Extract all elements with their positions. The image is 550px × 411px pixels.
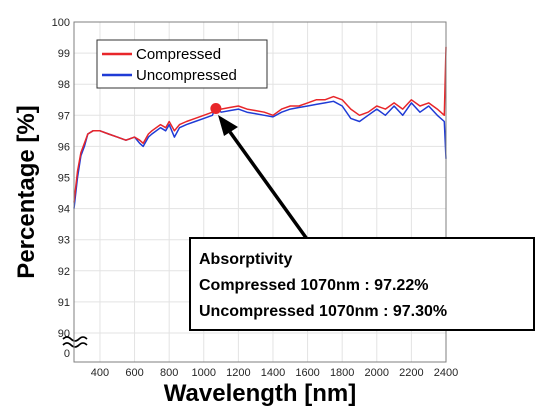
y-tick-label-zero: 0 xyxy=(64,348,70,360)
x-tick-label: 1600 xyxy=(295,367,319,379)
x-tick-label: 800 xyxy=(160,367,178,379)
legend: Compressed Uncompressed xyxy=(96,39,268,89)
y-tick-label: 96 xyxy=(58,141,70,153)
x-tick-label: 1200 xyxy=(226,367,250,379)
y-tick-label: 91 xyxy=(58,297,70,309)
y-tick-label: 94 xyxy=(58,204,70,216)
annotation-title: Absorptivity xyxy=(199,251,292,268)
legend-label-compressed: Compressed xyxy=(136,46,221,63)
x-tick-label: 600 xyxy=(125,367,143,379)
x-axis-title: Wavelength [nm] xyxy=(164,380,356,407)
legend-label-uncompressed: Uncompressed xyxy=(136,67,237,84)
x-tick-label: 1400 xyxy=(261,367,285,379)
y-axis-title: Percentage [%] xyxy=(13,105,40,278)
x-tick-label: 2000 xyxy=(365,367,389,379)
x-tick-label: 2400 xyxy=(434,367,458,379)
x-tick-label: 400 xyxy=(91,367,109,379)
plot-frame xyxy=(73,21,447,363)
x-tick-label: 1800 xyxy=(330,367,354,379)
y-tick-label: 97 xyxy=(58,110,70,122)
series-lines xyxy=(73,46,447,209)
axis-break-symbol xyxy=(62,336,88,348)
annotation-arrow xyxy=(218,115,314,248)
annotation-box: Absorptivity Compressed 1070nm : 97.22% … xyxy=(189,237,535,331)
y-tick-label: 93 xyxy=(58,235,70,247)
x-tick-label: 1000 xyxy=(192,367,216,379)
y-tick-label: 98 xyxy=(58,79,70,91)
y-tick-label: 92 xyxy=(58,266,70,278)
annotation-line-compressed: Compressed 1070nm : 97.22% xyxy=(199,277,428,294)
y-tick-label: 95 xyxy=(58,173,70,185)
series-line-compressed xyxy=(73,46,447,203)
marker-point xyxy=(210,102,222,114)
x-tick-labels: 400 600 800 1000 1200 1400 1600 1800 2000 2200 240… xyxy=(91,367,458,379)
y-tick-label: 99 xyxy=(58,48,70,60)
y-tick-label: 100 xyxy=(52,17,70,29)
annotation-line-uncompressed: Uncompressed 1070nm : 97.30% xyxy=(199,303,447,320)
x-tick-label: 2200 xyxy=(399,367,423,379)
legend-box xyxy=(96,39,268,89)
